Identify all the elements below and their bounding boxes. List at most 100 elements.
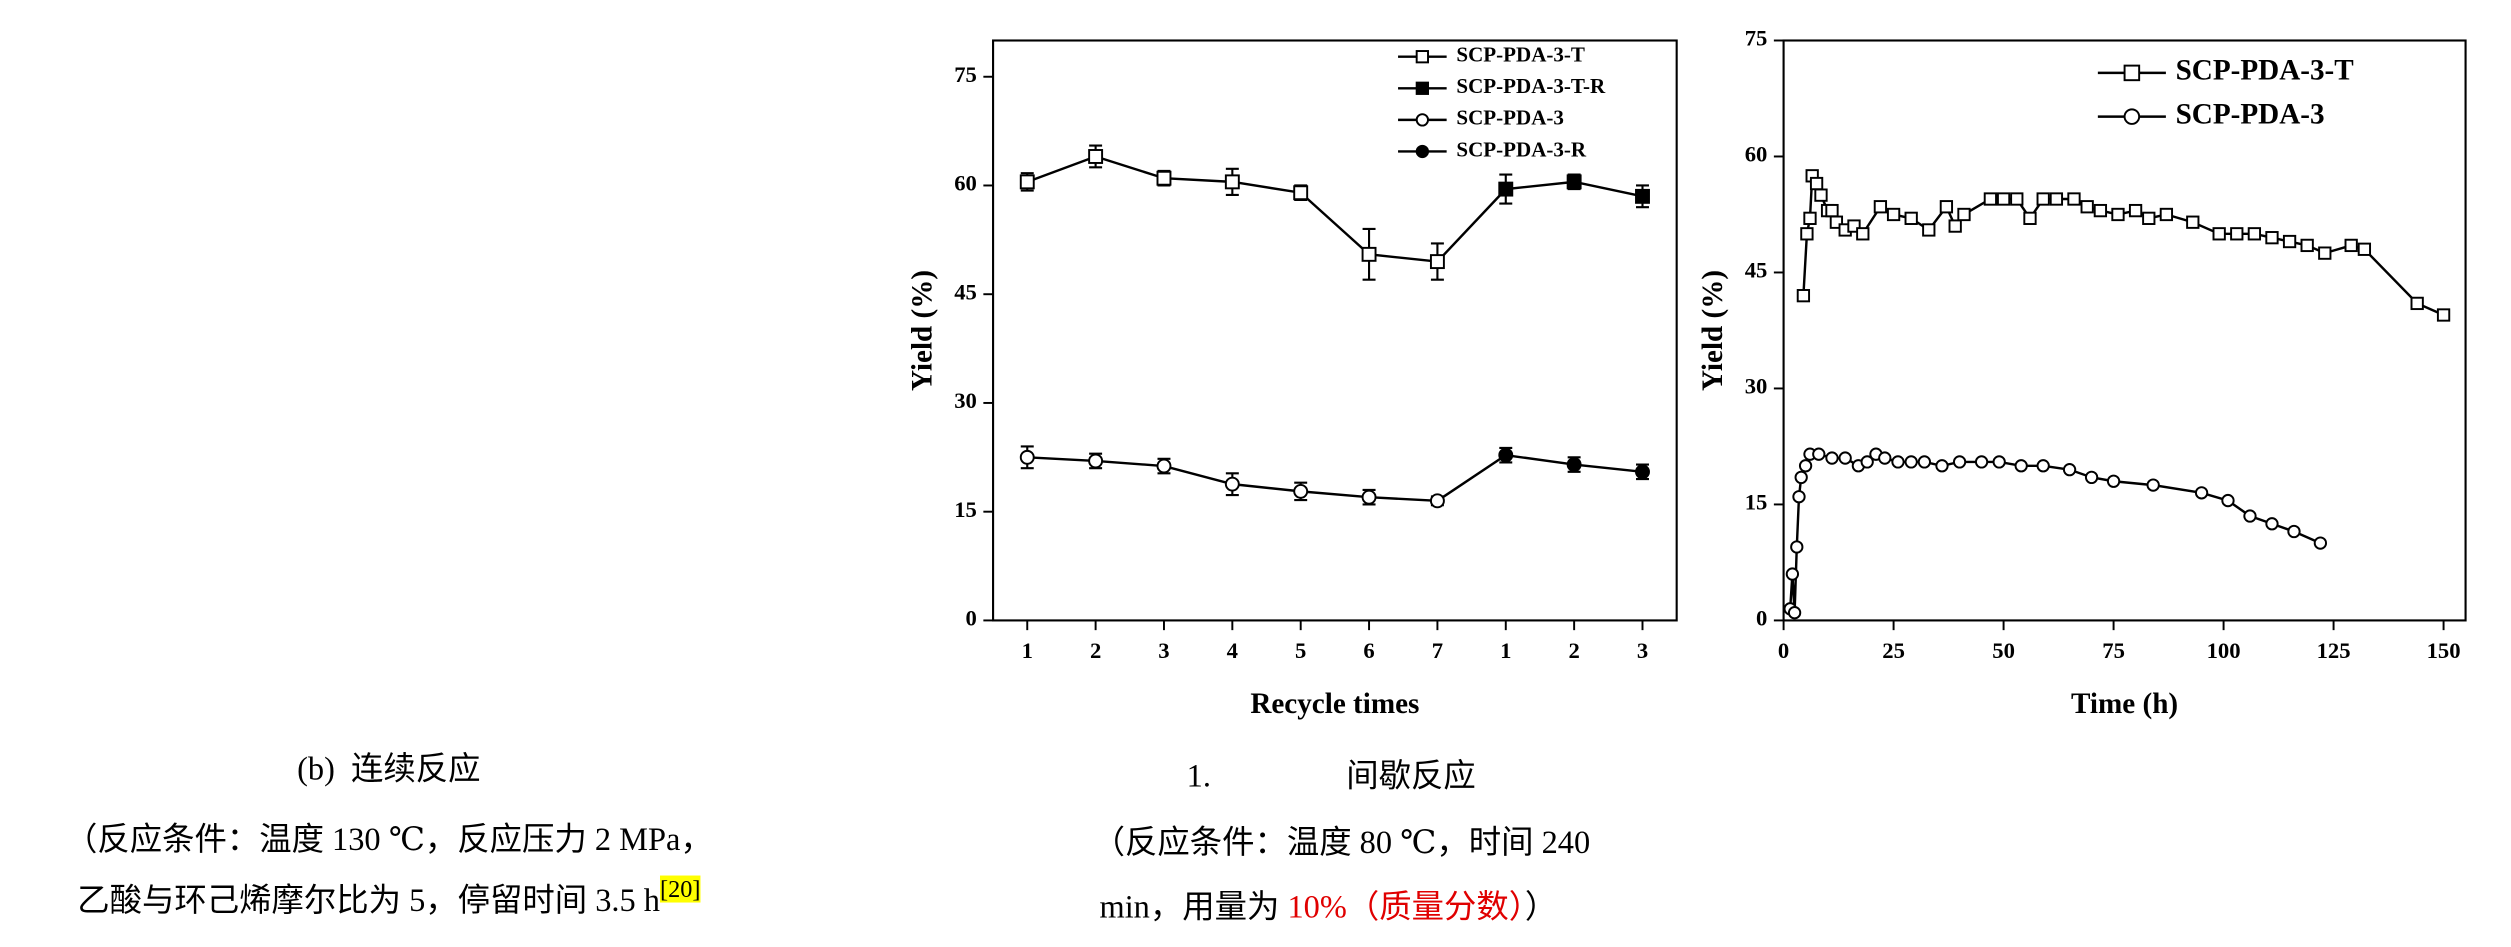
y-tick-label: 75 (1745, 26, 1768, 51)
marker (1856, 227, 1870, 241)
marker (2282, 234, 2297, 249)
marker (2123, 64, 2141, 82)
marker (2300, 238, 2314, 253)
marker (2049, 192, 2064, 206)
x-tick-label: 1 (1500, 638, 1511, 663)
marker (1088, 453, 1104, 469)
marker (2062, 463, 2077, 477)
marker (1800, 227, 1814, 241)
y-tick-label: 60 (1745, 142, 1768, 167)
marker (2230, 227, 2244, 241)
marker (2186, 215, 2200, 229)
caption-line: min，用量为 10%（质量分数）） (1100, 890, 1558, 926)
marker (1829, 215, 1844, 229)
x-tick-label: 125 (2317, 638, 2351, 663)
x-tick-label: 50 (1992, 638, 2015, 663)
marker (2344, 238, 2358, 253)
marker (1996, 192, 2011, 206)
marker (1992, 455, 2006, 469)
marker (2265, 231, 2279, 245)
marker (1935, 459, 1949, 473)
marker (1952, 455, 1967, 469)
marker (1974, 455, 1989, 469)
legend-label: SCP-PDA-3-R (1456, 137, 1587, 161)
marker (1293, 483, 1309, 499)
marker (2036, 459, 2050, 473)
x-tick-label: 150 (2427, 638, 2461, 663)
x-tick-label: 7 (1432, 638, 1443, 663)
x-tick-label: 1 (1022, 638, 1033, 663)
marker (1825, 451, 1839, 465)
x-tick-label: 3 (1158, 638, 1169, 663)
marker (2093, 203, 2108, 218)
series-line (1788, 452, 2321, 613)
marker (1566, 174, 1582, 190)
caption-highlight: 10%（质量分数） (1287, 890, 1524, 926)
marker (1415, 81, 1429, 95)
marker (1429, 254, 1445, 270)
x-tick-label: 6 (1363, 638, 1374, 663)
marker (2128, 203, 2143, 218)
x-tick-label: 5 (1295, 638, 1306, 663)
y-tick-label: 30 (954, 388, 977, 413)
series-join (1436, 188, 1507, 263)
marker (1635, 464, 1650, 480)
caption-label: 1. (1187, 759, 1211, 795)
y-tick-label: 45 (954, 279, 977, 304)
marker (1939, 200, 1954, 214)
marker (2146, 478, 2160, 492)
marker (1019, 174, 1035, 190)
y-tick-label: 45 (1745, 258, 1768, 283)
legend-label: SCP-PDA-3 (2176, 98, 2325, 130)
marker (2159, 207, 2174, 222)
x-tick-label: 0 (1778, 638, 1789, 663)
marker (2023, 211, 2037, 225)
marker (1415, 144, 1429, 159)
plot-frame (1782, 39, 2467, 622)
marker (2410, 296, 2424, 311)
marker (2357, 242, 2372, 256)
marker (2313, 536, 2328, 550)
marker (1847, 219, 1861, 233)
marker (2212, 227, 2226, 241)
x-tick-label: 75 (2102, 638, 2125, 663)
plot-frame (992, 39, 1678, 622)
x-axis-title: Recycle times (1250, 688, 1419, 720)
caption-label: (b) (297, 752, 335, 788)
x-tick-label: 25 (1882, 638, 1905, 663)
marker (1838, 451, 1852, 465)
marker (2243, 509, 2257, 523)
marker (1224, 174, 1240, 190)
marker (1019, 449, 1035, 465)
legend-label: SCP-PDA-3-T-R (1456, 74, 1606, 98)
marker (1790, 540, 1804, 554)
caption-text: min，用量为 (1100, 890, 1288, 926)
y-axis-title: Yield (%) (1697, 270, 1729, 391)
legend-label: SCP-PDA-3 (1456, 106, 1564, 130)
y-tick-label: 0 (966, 606, 977, 631)
marker (1361, 489, 1377, 505)
y-tick-label: 15 (1745, 490, 1768, 515)
x-tick-label: 3 (1637, 638, 1648, 663)
marker (1922, 223, 1936, 237)
marker (1156, 170, 1172, 186)
marker (1787, 606, 1802, 620)
y-axis-title: Yield (%) (907, 270, 939, 391)
marker (1156, 458, 1172, 474)
x-axis-title: Time (h) (2071, 688, 2178, 720)
marker (1566, 457, 1582, 473)
marker (2247, 227, 2262, 241)
marker (1812, 447, 1826, 461)
marker (2084, 470, 2099, 485)
y-tick-label: 60 (954, 171, 977, 196)
x-tick-label: 2 (1090, 638, 1101, 663)
legend-label: SCP-PDA-3-T (2176, 55, 2354, 87)
caption-title: 间歇反应 (1346, 759, 1476, 795)
marker (1957, 207, 1971, 222)
marker (1803, 211, 1817, 225)
marker (2080, 200, 2094, 214)
caption-heading: (b) 连续反应 (297, 752, 480, 788)
marker (1498, 447, 1514, 463)
marker (1498, 181, 1514, 197)
